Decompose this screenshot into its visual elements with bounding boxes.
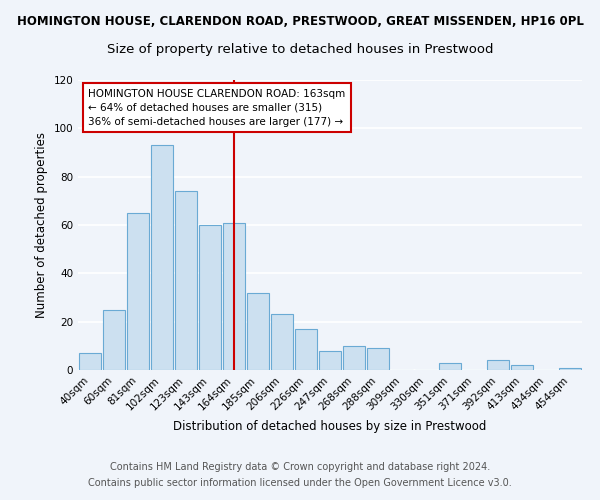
Y-axis label: Number of detached properties: Number of detached properties: [35, 132, 48, 318]
Bar: [295, 329, 317, 370]
Text: Contains public sector information licensed under the Open Government Licence v3: Contains public sector information licen…: [88, 478, 512, 488]
X-axis label: Distribution of detached houses by size in Prestwood: Distribution of detached houses by size …: [173, 420, 487, 433]
Bar: [247, 292, 269, 370]
Bar: [511, 365, 533, 370]
Bar: [223, 222, 245, 370]
Bar: [103, 310, 125, 370]
Text: HOMINGTON HOUSE, CLARENDON ROAD, PRESTWOOD, GREAT MISSENDEN, HP16 0PL: HOMINGTON HOUSE, CLARENDON ROAD, PRESTWO…: [17, 15, 583, 28]
Bar: [343, 346, 365, 370]
Bar: [79, 353, 101, 370]
Bar: [271, 314, 293, 370]
Bar: [319, 350, 341, 370]
Bar: [151, 145, 173, 370]
Bar: [439, 363, 461, 370]
Text: Contains HM Land Registry data © Crown copyright and database right 2024.: Contains HM Land Registry data © Crown c…: [110, 462, 490, 472]
Bar: [367, 348, 389, 370]
Bar: [487, 360, 509, 370]
Bar: [199, 225, 221, 370]
Bar: [127, 213, 149, 370]
Bar: [175, 191, 197, 370]
Bar: [559, 368, 581, 370]
Text: HOMINGTON HOUSE CLARENDON ROAD: 163sqm
← 64% of detached houses are smaller (315: HOMINGTON HOUSE CLARENDON ROAD: 163sqm ←…: [88, 88, 346, 126]
Text: Size of property relative to detached houses in Prestwood: Size of property relative to detached ho…: [107, 42, 493, 56]
